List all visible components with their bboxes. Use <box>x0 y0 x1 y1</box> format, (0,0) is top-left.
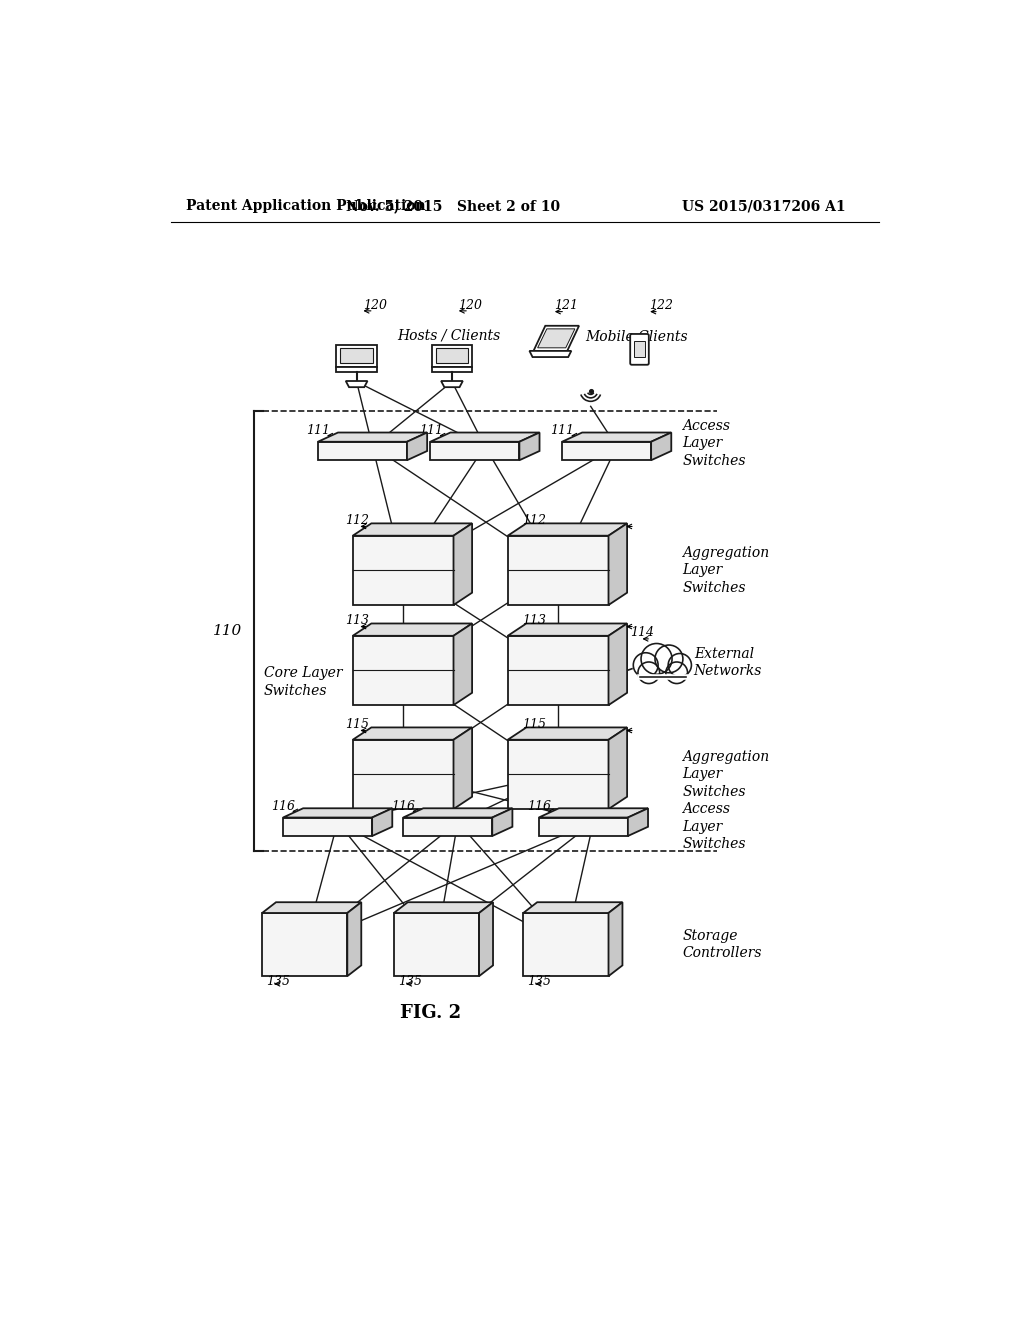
Polygon shape <box>529 351 571 358</box>
Text: Hosts / Clients: Hosts / Clients <box>397 329 501 342</box>
Polygon shape <box>539 808 648 817</box>
Circle shape <box>666 663 687 684</box>
Polygon shape <box>519 433 540 461</box>
Text: 113: 113 <box>522 614 547 627</box>
Text: 120: 120 <box>362 298 387 312</box>
Text: 135: 135 <box>397 975 422 989</box>
Polygon shape <box>454 623 472 705</box>
Polygon shape <box>454 524 472 605</box>
Polygon shape <box>283 817 372 836</box>
Text: 111: 111 <box>419 424 442 437</box>
Text: Core Layer
Switches: Core Layer Switches <box>263 667 342 698</box>
Text: 121: 121 <box>554 300 579 313</box>
Text: 116: 116 <box>271 800 295 813</box>
Text: 113: 113 <box>345 614 369 627</box>
Polygon shape <box>523 903 623 913</box>
Text: Mobile Clients: Mobile Clients <box>586 330 688 345</box>
Polygon shape <box>346 381 368 387</box>
Text: 122: 122 <box>649 300 674 313</box>
Polygon shape <box>608 524 627 605</box>
Polygon shape <box>352 739 454 809</box>
Text: 116: 116 <box>527 800 551 813</box>
Text: 116: 116 <box>391 800 416 813</box>
Polygon shape <box>340 348 373 363</box>
Circle shape <box>638 663 659 684</box>
Text: 135: 135 <box>527 975 551 989</box>
Polygon shape <box>317 433 427 442</box>
Text: 135: 135 <box>266 975 290 989</box>
Polygon shape <box>432 367 472 372</box>
Text: 112: 112 <box>345 515 369 527</box>
Text: Access
Layer
Switches: Access Layer Switches <box>682 418 745 467</box>
Text: Aggregation
Layer
Switches: Aggregation Layer Switches <box>682 546 769 594</box>
Text: 110: 110 <box>213 624 242 638</box>
Polygon shape <box>407 433 427 461</box>
Polygon shape <box>508 636 608 705</box>
Polygon shape <box>347 903 361 977</box>
Polygon shape <box>651 433 672 461</box>
Text: 112: 112 <box>522 515 547 527</box>
Text: 115: 115 <box>345 718 369 731</box>
Polygon shape <box>562 433 672 442</box>
Polygon shape <box>608 727 627 809</box>
Polygon shape <box>479 903 493 977</box>
Polygon shape <box>523 913 608 977</box>
Polygon shape <box>441 381 463 387</box>
Circle shape <box>669 653 691 677</box>
Text: Aggregation
Layer
Switches: Aggregation Layer Switches <box>682 750 769 799</box>
Polygon shape <box>372 808 392 836</box>
Polygon shape <box>435 348 468 363</box>
Ellipse shape <box>633 651 693 682</box>
Polygon shape <box>317 442 407 461</box>
Bar <box>634 342 645 358</box>
Circle shape <box>655 645 683 673</box>
Polygon shape <box>352 636 454 705</box>
Polygon shape <box>508 623 627 636</box>
Polygon shape <box>352 536 454 605</box>
Polygon shape <box>508 524 627 536</box>
Text: FIG. 2: FIG. 2 <box>399 1005 461 1022</box>
Text: 120: 120 <box>458 298 482 312</box>
Polygon shape <box>262 913 347 977</box>
Text: 111: 111 <box>306 424 331 437</box>
Polygon shape <box>538 329 574 348</box>
Text: 114: 114 <box>630 626 654 639</box>
Circle shape <box>641 644 672 675</box>
Text: Storage
Controllers: Storage Controllers <box>682 929 762 960</box>
Polygon shape <box>608 903 623 977</box>
Polygon shape <box>508 536 608 605</box>
Polygon shape <box>394 903 493 913</box>
Polygon shape <box>562 442 651 461</box>
Polygon shape <box>534 326 579 351</box>
Polygon shape <box>608 623 627 705</box>
Text: Nov. 5, 2015   Sheet 2 of 10: Nov. 5, 2015 Sheet 2 of 10 <box>346 199 560 213</box>
Polygon shape <box>352 524 472 536</box>
Polygon shape <box>493 808 512 836</box>
Polygon shape <box>508 739 608 809</box>
Polygon shape <box>539 817 628 836</box>
Polygon shape <box>430 433 540 442</box>
Polygon shape <box>403 817 493 836</box>
Text: 111: 111 <box>550 424 574 437</box>
Polygon shape <box>403 808 512 817</box>
Polygon shape <box>352 727 472 739</box>
Text: External
Networks: External Networks <box>693 647 762 678</box>
FancyBboxPatch shape <box>630 334 649 364</box>
Polygon shape <box>430 442 519 461</box>
Text: US 2015/0317206 A1: US 2015/0317206 A1 <box>682 199 846 213</box>
Polygon shape <box>508 727 627 739</box>
Text: Patent Application Publication: Patent Application Publication <box>186 199 426 213</box>
Circle shape <box>633 653 658 677</box>
Polygon shape <box>394 913 479 977</box>
Polygon shape <box>283 808 392 817</box>
Polygon shape <box>337 345 377 367</box>
Text: Access
Layer
Switches: Access Layer Switches <box>682 803 745 851</box>
Polygon shape <box>628 808 648 836</box>
Polygon shape <box>262 903 361 913</box>
Polygon shape <box>432 345 472 367</box>
Polygon shape <box>352 623 472 636</box>
Polygon shape <box>454 727 472 809</box>
Polygon shape <box>337 367 377 372</box>
Text: 115: 115 <box>522 718 547 731</box>
